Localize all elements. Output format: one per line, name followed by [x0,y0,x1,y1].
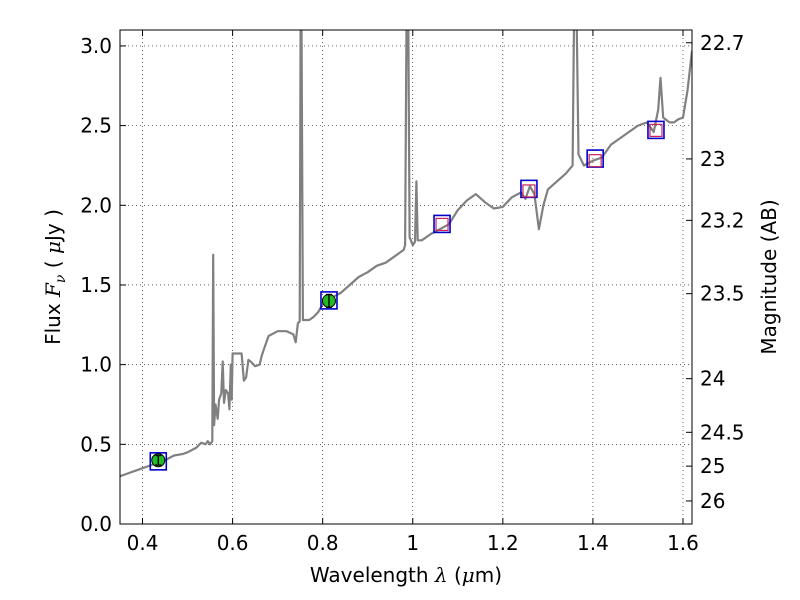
x-axis-label-text: Wavelength [310,563,435,587]
y-tick-label: 2.0 [80,193,112,217]
y-axis-label: Flux Fν ( μJy ) [41,209,69,345]
observed-open-marker [649,123,663,137]
y-axis-label-subscript: ν [53,274,69,283]
y2-tick-label: 22.7 [700,31,745,55]
x-axis-label-mu: μ [462,563,475,587]
x-tick-label: 1 [406,531,419,555]
observed-open-marker [522,184,536,198]
y2-tick-label: 23 [700,147,725,171]
x-tick-label: 1.2 [487,531,519,555]
y2-tick-label: 23.2 [700,208,745,232]
photometry-markers [149,120,665,471]
y-tick-label: 1.5 [80,273,112,297]
y-axis-label-text: Flux [41,297,65,345]
y2-tick-label: 25 [700,454,725,478]
spectrum-line [120,30,692,478]
plot-frame [119,29,693,525]
y-tick-label: 2.5 [80,114,112,138]
x-tick-label: 1.4 [577,531,609,555]
y-axis-label-mu: μ [41,241,65,254]
tick-labels: 0.4 0.6 0.8 1 1.2 1.4 1.6 0.0 0.5 1.0 1.5 2.0 2.5 3.0… [80,31,744,555]
y2-tick-label: 24 [700,367,725,391]
x-tick-label: 0.8 [307,531,339,555]
y-tick-label: 0.5 [80,432,112,456]
y-axis-label-paren: ( [41,254,65,275]
y2-tick-label: 26 [700,489,725,513]
y2-tick-label: 23.5 [700,282,745,306]
y-axis-label-symbol: F [41,282,65,298]
x-tick-label: 0.6 [217,531,249,555]
model-photometry-marker [149,452,168,471]
x-tick-label: 1.6 [667,531,699,555]
x-axis-label: Wavelength λ (μm) [310,563,502,587]
spectrum-series [120,30,692,478]
x-tick-label: 0.4 [127,531,159,555]
observed-open-marker [588,154,602,168]
y-axis-label-unit: Jy ) [41,209,65,243]
model-photometry-marker [433,214,451,234]
axis-ticks [120,30,692,525]
model-photometry-marker [320,291,338,310]
x-axis-label-symbol: λ [434,563,448,587]
y-tick-label: 0.0 [80,512,112,536]
x-axis-label-unit: m) [475,563,502,587]
x-axis-label-paren: ( [448,563,462,587]
y-tick-label: 3.0 [80,34,112,58]
y-tick-label: 1.0 [80,353,112,377]
observed-open-marker [435,217,449,232]
y2-axis-label: Magnitude (AB) [757,199,781,354]
model-photometry-marker [647,120,665,140]
y2-tick-label: 24.5 [700,420,745,444]
